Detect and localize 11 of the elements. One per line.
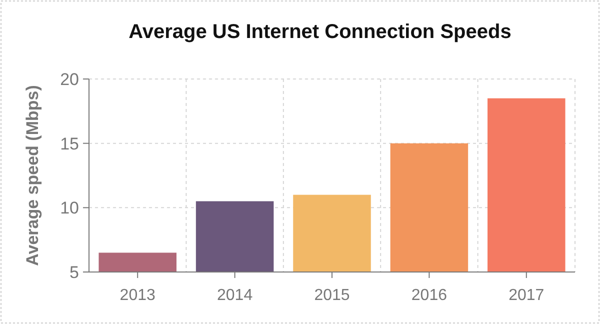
y-tick-label: 5: [70, 262, 79, 282]
x-tick-label: 2017: [508, 287, 544, 304]
x-tick-label: 2015: [314, 287, 350, 304]
x-tick-label: 2014: [217, 287, 253, 304]
x-tick-label: 2013: [120, 287, 156, 304]
y-tick-label: 15: [60, 134, 79, 154]
y-tick-label: 10: [60, 198, 79, 218]
chart-title: Average US Internet Connection Speeds: [128, 21, 512, 43]
x-tick-label: 2016: [411, 287, 448, 304]
y-tick-label: 20: [60, 70, 79, 89]
y-axis-title: Average speed (Mbps): [23, 85, 42, 266]
